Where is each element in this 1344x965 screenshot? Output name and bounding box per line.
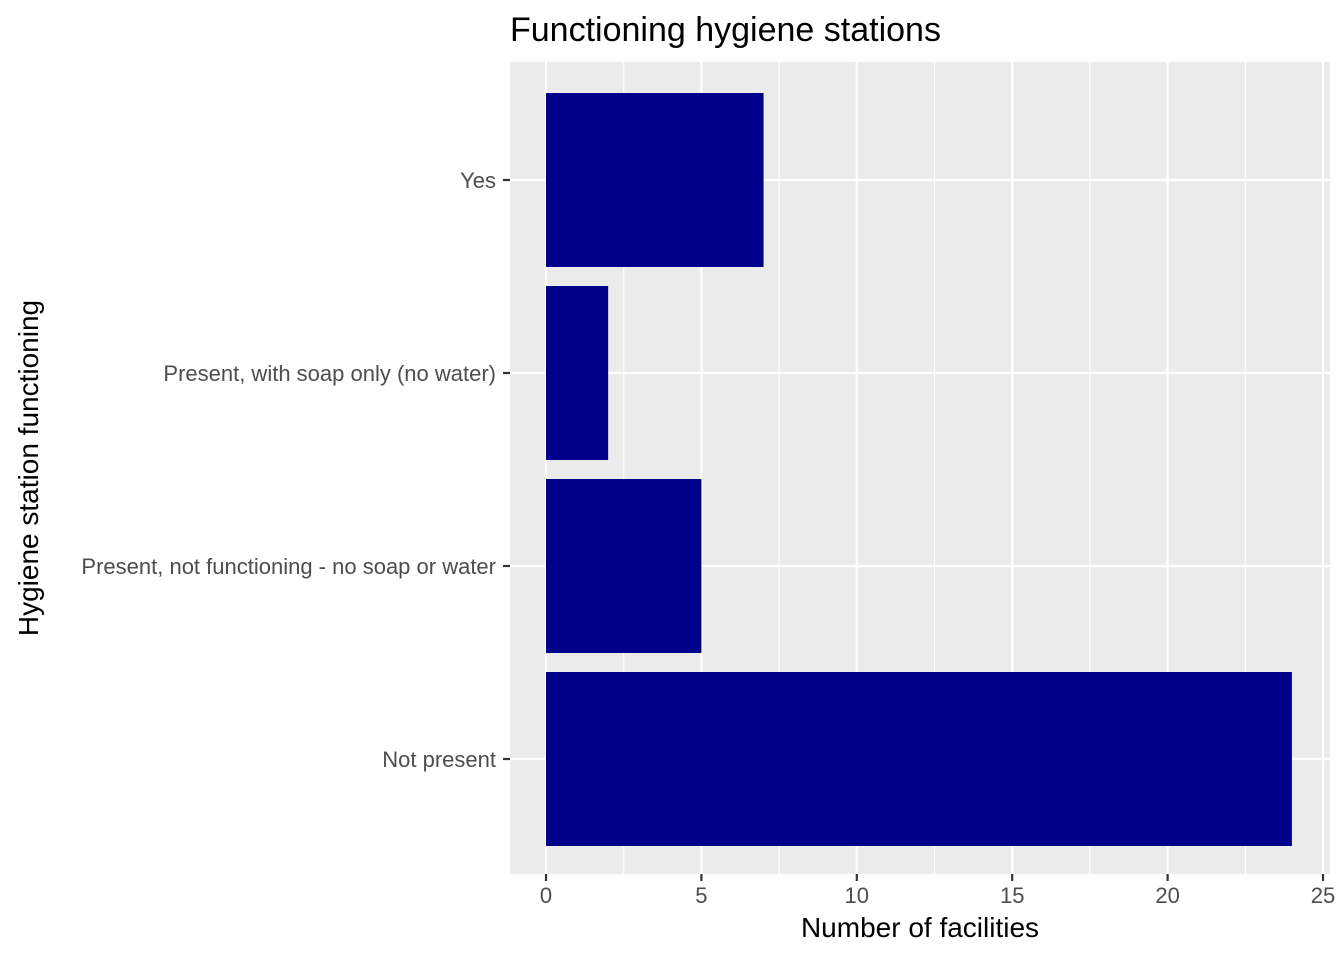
y-tick-label: Yes xyxy=(460,168,496,193)
bar-3 xyxy=(546,286,609,460)
bars-group xyxy=(546,93,1292,846)
x-tick-label: 0 xyxy=(540,883,552,908)
bar-1 xyxy=(546,672,1292,846)
y-tick-label: Not present xyxy=(382,747,496,772)
x-axis: 0 5 10 15 20 25 xyxy=(540,874,1335,908)
y-axis: Not present Present, not functioning - no… xyxy=(81,168,510,772)
x-tick-label: 15 xyxy=(1000,883,1024,908)
x-tick-label: 25 xyxy=(1311,883,1335,908)
x-axis-title: Number of facilities xyxy=(801,912,1039,943)
x-tick-label: 20 xyxy=(1155,883,1179,908)
y-tick-label: Present, with soap only (no water) xyxy=(163,361,496,386)
bar-2 xyxy=(546,479,702,653)
y-axis-title: Hygiene station functioning xyxy=(13,300,44,636)
x-tick-label: 10 xyxy=(845,883,869,908)
y-tick-label: Present, not functioning - no soap or wa… xyxy=(81,554,496,579)
chart-title: Functioning hygiene stations xyxy=(510,11,941,49)
x-tick-label: 5 xyxy=(695,883,707,908)
bar-4 xyxy=(546,93,764,267)
